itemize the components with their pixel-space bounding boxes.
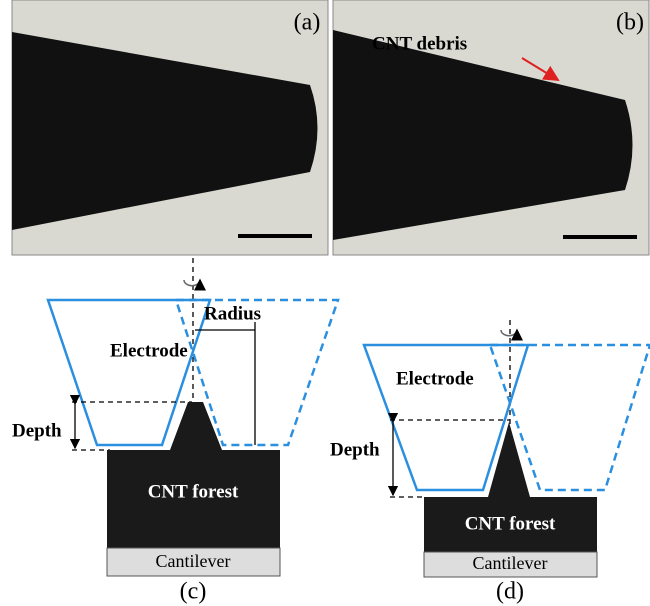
electrode-label: Electrode bbox=[110, 340, 188, 361]
rotation bbox=[184, 280, 200, 286]
forest-label: CNT forest bbox=[148, 481, 239, 502]
depth-label: Depth bbox=[12, 420, 62, 441]
figure: (a) CNT debris (b) Radius Electrode Dept… bbox=[0, 0, 650, 606]
cantilever-label: Cantilever bbox=[156, 551, 231, 571]
cantilever-label: Cantilever bbox=[473, 553, 548, 573]
panel-label: (d) bbox=[496, 579, 524, 605]
panel-label: (b) bbox=[616, 10, 644, 36]
panel-a: (a) bbox=[12, 0, 328, 255]
panel-label: (a) bbox=[294, 10, 321, 36]
panel-label: (c) bbox=[180, 579, 207, 605]
panel-b: CNT debris (b) bbox=[333, 0, 649, 255]
electrode-label: Electrode bbox=[396, 368, 474, 389]
panel-d: Electrode Depth CNT forest Cantilever (d… bbox=[330, 320, 650, 605]
annotation: CNT debris bbox=[372, 33, 467, 54]
forest-label: CNT forest bbox=[465, 513, 556, 534]
rotation bbox=[501, 330, 517, 336]
cnt-forest bbox=[107, 402, 280, 548]
radius-label: Radius bbox=[204, 303, 261, 324]
panel-c: Radius Electrode Depth CNT forest Cantil… bbox=[12, 258, 338, 605]
depth-label: Depth bbox=[330, 439, 380, 460]
